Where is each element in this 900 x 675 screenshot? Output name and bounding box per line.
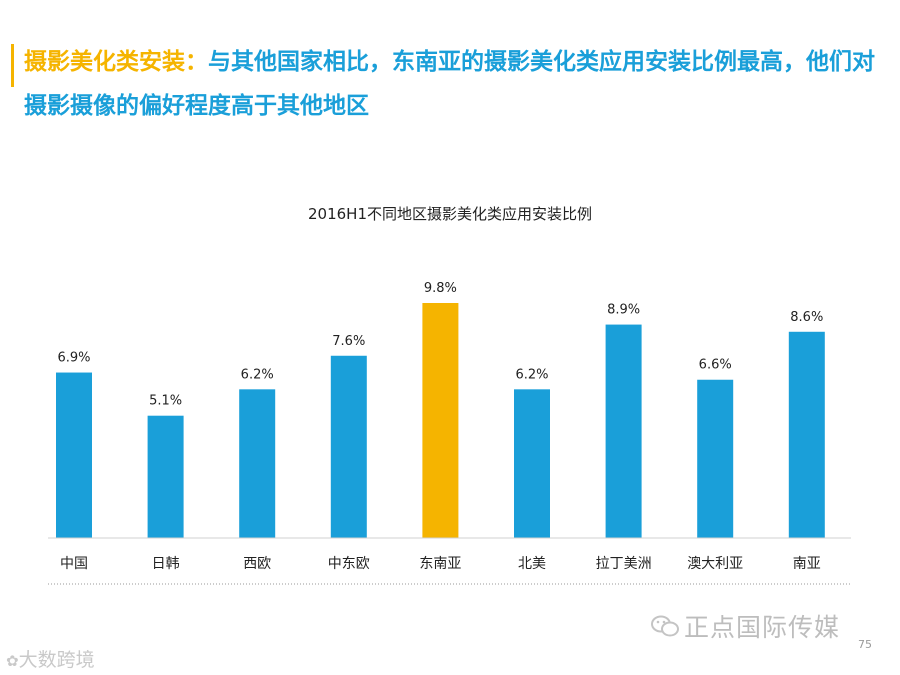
headline-separator: ：	[185, 49, 208, 75]
data-label-2: 5.1%	[149, 394, 182, 409]
data-label-7: 8.9%	[607, 303, 640, 318]
category-label-7: 拉丁美洲	[596, 556, 652, 572]
category-label-5: 东南亚	[419, 556, 461, 572]
category-label-3: 西欧	[243, 556, 271, 572]
corner-logo-text: 大数跨境	[18, 649, 95, 671]
headline-highlight: 摄影美化类安装	[24, 49, 185, 75]
bar-5	[422, 303, 459, 538]
headline: 摄影美化类安装：与其他国家相比，东南亚的摄影美化类应用安装比例最高，他们对摄影摄…	[24, 40, 884, 128]
data-label-8: 6.6%	[699, 358, 732, 373]
category-label-1: 中国	[60, 556, 88, 572]
data-label-5: 9.8%	[424, 281, 457, 296]
bar-1	[56, 372, 92, 538]
logo-icon: ✿	[6, 652, 19, 670]
bar-6	[514, 389, 550, 538]
headline-text: 与其他国家相比，东南亚的摄影美化类应用安装比例最高，他们对摄影摄像的偏好程度高于…	[24, 49, 875, 119]
category-label-6: 北美	[518, 556, 546, 572]
page-number: 75	[858, 638, 872, 651]
bar-8	[697, 379, 734, 538]
headline-accent-bar	[11, 44, 14, 87]
data-label-3: 6.2%	[241, 367, 274, 382]
bar-3	[239, 389, 276, 538]
watermark-text: 正点国际传媒	[684, 613, 841, 642]
bar-2	[147, 415, 184, 538]
category-label-4: 中东欧	[328, 556, 370, 572]
bar-9	[788, 331, 825, 538]
wechat-icon	[651, 615, 679, 637]
chart-title: 2016H1不同地区摄影美化类应用安装比例	[308, 205, 592, 223]
data-label-4: 7.6%	[332, 334, 365, 349]
category-label-8: 澳大利亚	[687, 556, 743, 572]
category-label-9: 南亚	[793, 556, 821, 572]
category-label-2: 日韩	[152, 556, 180, 572]
data-label-9: 8.6%	[790, 310, 823, 325]
bar-7	[605, 324, 642, 538]
corner-logo: ✿大数跨境	[6, 645, 95, 672]
watermark: 正点国际传媒	[648, 608, 840, 644]
bar-4	[330, 355, 367, 538]
data-label-1: 6.9%	[57, 351, 90, 366]
data-label-6: 6.2%	[515, 367, 548, 382]
